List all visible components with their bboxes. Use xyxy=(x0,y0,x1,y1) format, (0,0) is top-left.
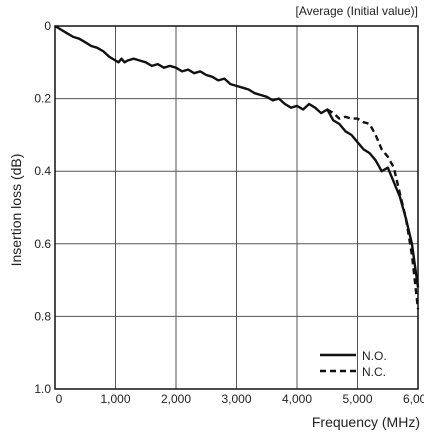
y-tick-label: 1.0 xyxy=(34,382,51,396)
series-line-nc xyxy=(326,108,420,310)
x-tick-label: 3,000 xyxy=(221,392,251,406)
x-tick-label: 0 xyxy=(56,392,63,406)
legend: N.O. N.C. xyxy=(320,349,387,379)
y-tick-label: 0.6 xyxy=(34,237,51,251)
x-tick-label: 5,000 xyxy=(342,392,372,406)
y-tick-label: 0.2 xyxy=(34,92,51,106)
series-lines xyxy=(54,24,420,310)
y-tick-label: 0 xyxy=(44,19,51,33)
y-tick-label: 0.4 xyxy=(34,164,51,178)
plot-frame xyxy=(54,25,419,390)
series-line-no xyxy=(54,24,420,288)
tick-labels: 0 1,000 2,000 3,000 4,000 5,000 6,000 0 0.2 0.4 0.… xyxy=(34,19,424,406)
x-tick-label: 4,000 xyxy=(282,392,312,406)
y-axis-label: Insertion loss (dB) xyxy=(8,154,24,267)
legend-label: N.O. xyxy=(362,349,387,363)
y-tick-label: 0.8 xyxy=(34,309,51,323)
grid xyxy=(54,25,419,390)
x-tick-label: 6,000 xyxy=(403,392,424,406)
legend-label: N.C. xyxy=(362,365,386,379)
x-axis-label: Frequency (MHz) xyxy=(312,414,420,430)
x-tick-label: 2,000 xyxy=(161,392,191,406)
x-tick-label: 1,000 xyxy=(100,392,130,406)
chart-annotation: [Average (Initial value)] xyxy=(295,4,418,18)
